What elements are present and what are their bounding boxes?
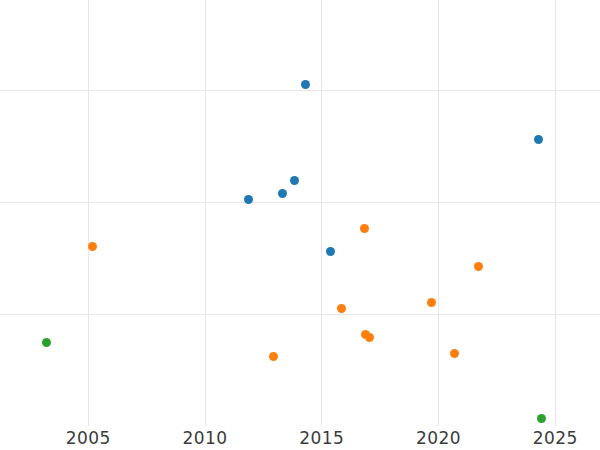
x-tick-label: 2015 (287, 428, 357, 448)
data-point-orange (88, 242, 97, 251)
data-point-orange (450, 349, 459, 358)
data-point-orange (269, 352, 278, 361)
data-point-blue (301, 80, 310, 89)
data-point-green (42, 338, 51, 347)
data-point-blue (290, 176, 299, 185)
data-point-orange (427, 298, 436, 307)
data-point-blue (244, 195, 253, 204)
y-gridline-2 (0, 202, 600, 203)
x-gridline-2025 (555, 0, 556, 426)
data-point-orange (365, 333, 374, 342)
scatter-chart: 2005 2010 2015 2020 2025 (0, 0, 600, 450)
x-tick-label: 2025 (520, 428, 590, 448)
x-tick-label: 2010 (170, 428, 240, 448)
data-point-blue (326, 247, 335, 256)
x-axis-tick-labels: 2005 2010 2015 2020 2025 (0, 426, 600, 450)
data-point-orange (474, 262, 483, 271)
data-point-orange (360, 224, 369, 233)
x-gridline-2015 (321, 0, 322, 426)
x-tick-label: 2020 (404, 428, 474, 448)
data-point-green (537, 414, 546, 423)
data-point-blue (534, 135, 543, 144)
data-point-orange (337, 304, 346, 313)
plot-area (0, 0, 600, 426)
x-gridline-2020 (438, 0, 439, 426)
y-gridline-1 (0, 314, 600, 315)
x-tick-label: 2005 (53, 428, 123, 448)
y-gridline-3 (0, 90, 600, 91)
data-point-blue (278, 189, 287, 198)
x-gridline-2010 (205, 0, 206, 426)
x-gridline-2005 (88, 0, 89, 426)
